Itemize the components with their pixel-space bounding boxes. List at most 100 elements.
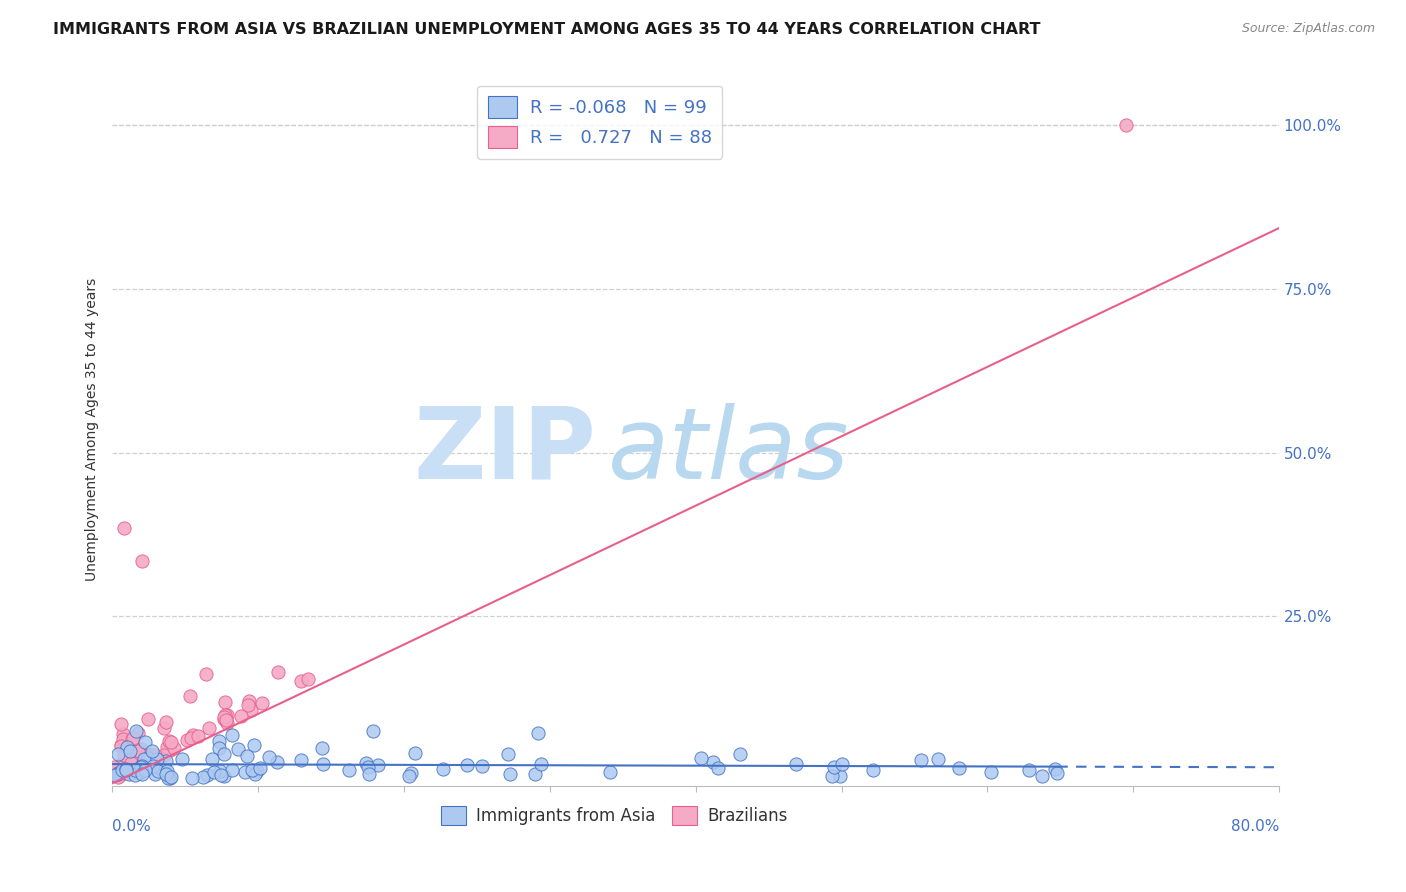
Point [115,762,138,776]
Point [112,734,135,748]
Point [242,739,264,753]
Point [134,763,156,777]
Point [221,728,243,742]
Legend: Immigrants from Asia, Brazilians: Immigrants from Asia, Brazilians [434,799,794,831]
Point [127,744,149,758]
Point [110,763,132,777]
Point [499,766,522,780]
Point [112,755,135,769]
Point [181,728,204,742]
Point [180,771,202,785]
Point [124,768,146,782]
Point [136,712,159,726]
Point [290,753,312,767]
Point [209,767,232,781]
Point [156,739,179,754]
Point [129,760,152,774]
Point [136,751,159,765]
Point [730,747,752,761]
Point [111,727,134,741]
Point [108,767,131,781]
Point [179,690,201,704]
Point [212,747,235,762]
Point [122,731,145,746]
Point [231,709,253,723]
Point [187,730,209,744]
Point [124,723,146,738]
Point [357,767,380,781]
Point [311,741,333,756]
Y-axis label: Unemployment Among Ages 35 to 44 years: Unemployment Among Ages 35 to 44 years [86,278,100,582]
Point [156,771,179,785]
Point [112,521,135,535]
Point [141,752,163,766]
Point [136,747,159,761]
Point [110,739,132,753]
Text: atlas: atlas [609,402,849,500]
Point [785,756,807,771]
Point [250,696,273,710]
Point [202,764,225,779]
Point [257,750,280,764]
Point [122,754,145,768]
Point [112,747,135,762]
Point [145,752,167,766]
Point [191,770,214,784]
Point [249,761,271,775]
Point [108,766,131,780]
Point [208,741,231,756]
Point [910,754,932,768]
Point [103,759,125,773]
Point [157,733,180,747]
Point [115,757,138,772]
Point [176,733,198,747]
Text: IMMIGRANTS FROM ASIA VS BRAZILIAN UNEMPLOYMENT AMONG AGES 35 TO 44 YEARS CORRELA: IMMIGRANTS FROM ASIA VS BRAZILIAN UNEMPL… [53,22,1040,37]
Point [117,753,139,767]
Point [356,756,378,770]
Point [107,765,129,780]
Point [104,768,127,782]
Point [159,771,181,785]
Point [404,746,426,760]
Point [149,761,172,775]
Point [862,763,884,777]
Point [236,698,259,712]
Point [110,739,132,754]
Point [212,712,235,726]
Point [236,748,259,763]
Point [240,763,263,777]
Point [128,764,150,779]
Point [159,735,181,749]
Point [239,703,262,717]
Point [209,764,232,778]
Point [141,747,163,762]
Point [142,759,165,773]
Point [215,713,238,727]
Point [214,695,236,709]
Point [132,751,155,765]
Point [141,744,163,758]
Point [117,751,139,765]
Point [111,732,134,747]
Point [112,758,135,772]
Point [357,760,380,774]
Point [1031,769,1053,783]
Point [122,748,145,763]
Point [127,726,149,740]
Point [152,747,174,762]
Point [107,747,129,761]
Point [143,747,166,762]
Point [131,764,153,778]
Text: 0.0%: 0.0% [112,819,152,834]
Point [831,756,853,771]
Point [163,741,186,756]
Point [456,758,478,772]
Point [131,753,153,767]
Point [155,754,177,768]
Point [471,758,494,772]
Point [367,758,389,772]
Point [108,768,131,782]
Point [1046,765,1069,780]
Point [215,707,238,722]
Point [267,665,290,679]
